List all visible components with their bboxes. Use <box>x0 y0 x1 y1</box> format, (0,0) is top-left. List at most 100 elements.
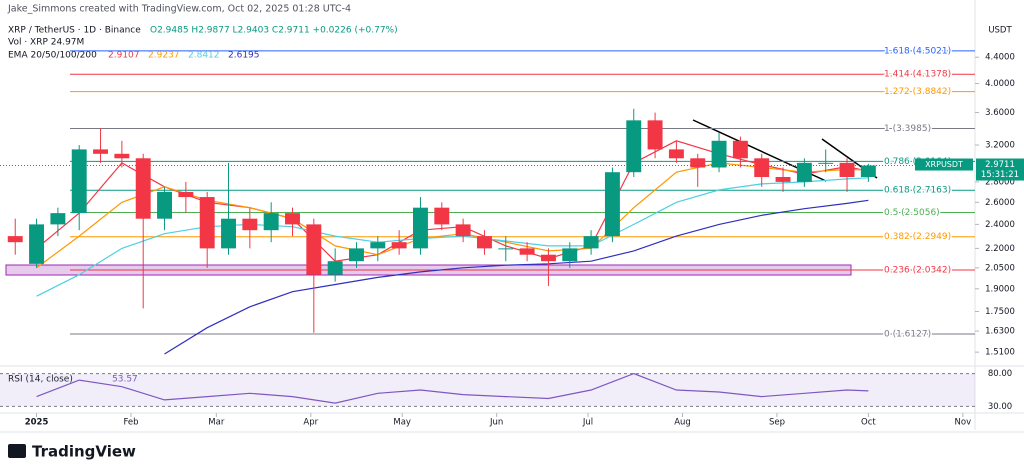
y-tick-label: 4.4000 <box>985 53 1015 63</box>
rsi-tick-label: 80.00 <box>988 369 1012 379</box>
candle-body <box>711 140 727 168</box>
candle-body <box>114 153 130 159</box>
logo-mark <box>8 444 26 458</box>
candle-body <box>199 197 215 249</box>
candle-body <box>7 236 23 243</box>
x-tick-label: May <box>393 418 411 428</box>
y-tick-label: 2.6000 <box>985 198 1015 208</box>
ema-value: 2.9237 <box>148 51 180 61</box>
x-tick-label: Nov <box>955 418 972 428</box>
fib-label: 1.618 (4.5021) <box>884 46 951 56</box>
candle-body <box>796 162 812 182</box>
x-tick-label: Mar <box>208 418 225 428</box>
candle-body <box>285 213 300 225</box>
price-tag-bg <box>915 158 973 171</box>
candle-body <box>690 158 706 168</box>
candle-body <box>157 191 172 219</box>
candle-body <box>50 213 66 225</box>
y-tick-label: 3.6000 <box>985 108 1015 118</box>
candle-body <box>754 158 770 177</box>
rsi-last: 53.57 <box>112 375 138 385</box>
x-tick-label: Jul <box>582 418 593 428</box>
candle-body <box>540 254 556 262</box>
fib-label: 0.236 (2.0342) <box>884 265 951 275</box>
candle-body <box>668 149 684 159</box>
candle-body <box>29 224 45 264</box>
candle-body <box>370 242 386 249</box>
fib-label: 1.272 (3.8842) <box>884 87 951 97</box>
x-tick-label: Aug <box>674 418 691 428</box>
ema-value: 2.8412 <box>188 51 220 61</box>
candle-body <box>604 172 620 237</box>
fib-label: 1.414 (4.1378) <box>884 70 951 80</box>
candle-body <box>391 242 407 249</box>
candle-body <box>242 218 258 231</box>
ema-value: 2.9107 <box>108 51 140 61</box>
y-tick-label: 1.9000 <box>985 284 1015 294</box>
x-tick-label: Sep <box>769 418 785 428</box>
rsi-line <box>36 372 869 404</box>
volume-label: Vol · XRP 24.97M <box>8 38 84 48</box>
symbol: XRP / TetherUS · 1D · Binance <box>8 26 141 36</box>
candle-body <box>476 236 492 249</box>
ohlc: O2.9485 H2.9877 L2.9403 C2.9711 +0.0226 … <box>150 26 398 36</box>
fib-label: 0.382 (2.2949) <box>884 232 951 242</box>
candle-body <box>71 149 87 214</box>
x-tick-label: Jun <box>489 418 503 428</box>
candle-body <box>455 224 471 237</box>
candle-body <box>860 165 876 177</box>
y-tick-label: 2.8000 <box>985 177 1015 187</box>
fib-label: 1 (3.3985) <box>884 124 931 134</box>
y-tick-label: 1.7500 <box>985 307 1015 317</box>
ema-value: 2.6195 <box>228 51 260 61</box>
rsi-label: RSI (14, close) <box>8 375 73 385</box>
currency: USDT <box>988 26 1012 36</box>
fib-label: 0 (1.6127) <box>884 330 931 340</box>
candle-body <box>626 120 642 173</box>
candle-body <box>498 248 514 250</box>
candle-body <box>732 140 748 159</box>
rsi-band <box>0 373 975 407</box>
ema-label: EMA 20/50/100/200 <box>8 51 97 61</box>
price-tag-symbol: XRPUSDT <box>925 160 963 169</box>
candle-body <box>349 248 364 262</box>
price-tag-value: 2.9711 <box>985 160 1015 170</box>
logo-text: TradingView <box>32 443 136 461</box>
fib-label: 0.618 (2.7163) <box>884 186 951 196</box>
y-tick-label: 4.0000 <box>985 79 1015 89</box>
candle-body <box>413 207 428 249</box>
logo: TradingView <box>8 443 136 461</box>
candle-body <box>775 176 791 182</box>
candle-body <box>583 236 599 249</box>
candle-body <box>263 213 279 231</box>
y-tick-label: 1.5100 <box>985 348 1015 358</box>
candle-body <box>93 149 109 154</box>
candle-body <box>647 120 663 150</box>
x-tick-label: Oct <box>861 418 876 428</box>
price-tag-countdown: 15:31:21 <box>981 170 1019 180</box>
ema-line <box>164 199 869 355</box>
attribution: Jake_Simmons created with TradingView.co… <box>7 4 351 15</box>
y-tick-label: 2.0500 <box>985 263 1015 273</box>
candle-body <box>306 224 322 275</box>
candle-body <box>519 248 535 255</box>
x-tick-label: Feb <box>123 418 138 428</box>
fib-label: 0.5 (2.5056) <box>884 208 940 218</box>
y-tick-label: 2.2000 <box>985 244 1015 254</box>
y-tick-label: 2.4000 <box>985 220 1015 230</box>
candle-body <box>135 158 151 219</box>
x-tick-label: 2025 <box>25 418 49 428</box>
candle-body <box>327 261 343 275</box>
candle-body <box>178 191 194 198</box>
price-axis-tag <box>976 158 1024 181</box>
candle-body <box>839 162 855 177</box>
candle-body <box>818 162 834 164</box>
candle-body <box>221 218 236 249</box>
rsi-tick-label: 30.00 <box>988 402 1012 412</box>
x-tick-label: Apr <box>303 418 318 428</box>
candle-body <box>434 207 450 225</box>
candle-body <box>562 248 578 262</box>
y-tick-label: 3.2000 <box>985 141 1015 151</box>
y-tick-label: 1.6300 <box>985 327 1015 337</box>
